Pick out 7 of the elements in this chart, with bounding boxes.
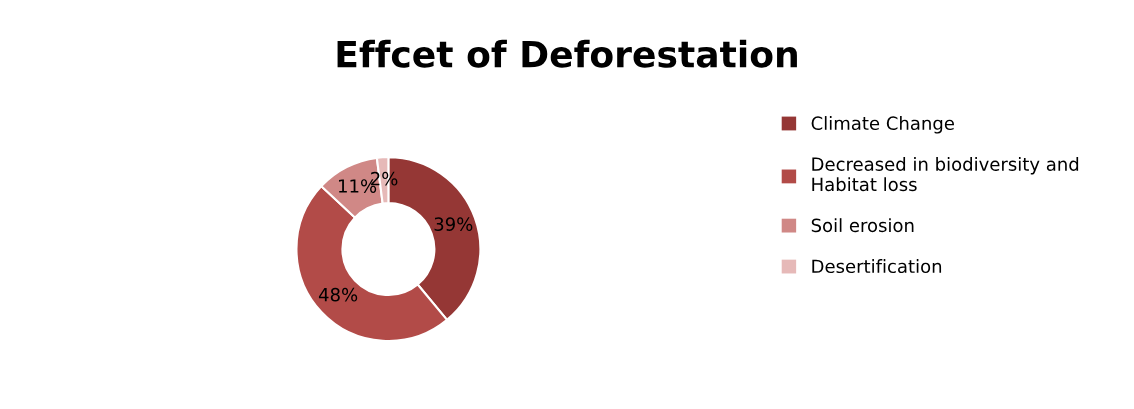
legend-label: Climate Change (811, 116, 954, 134)
legend-label: Decreased in biodiversity and Habitat loss (812, 157, 1079, 192)
chart-title: Effcet of Deforestation (337, 39, 797, 68)
data-label: 39% (434, 217, 473, 231)
legend-label: Soil erosion (811, 218, 914, 233)
legend-label: Desertification (812, 259, 942, 274)
data-label: 48% (318, 287, 358, 302)
